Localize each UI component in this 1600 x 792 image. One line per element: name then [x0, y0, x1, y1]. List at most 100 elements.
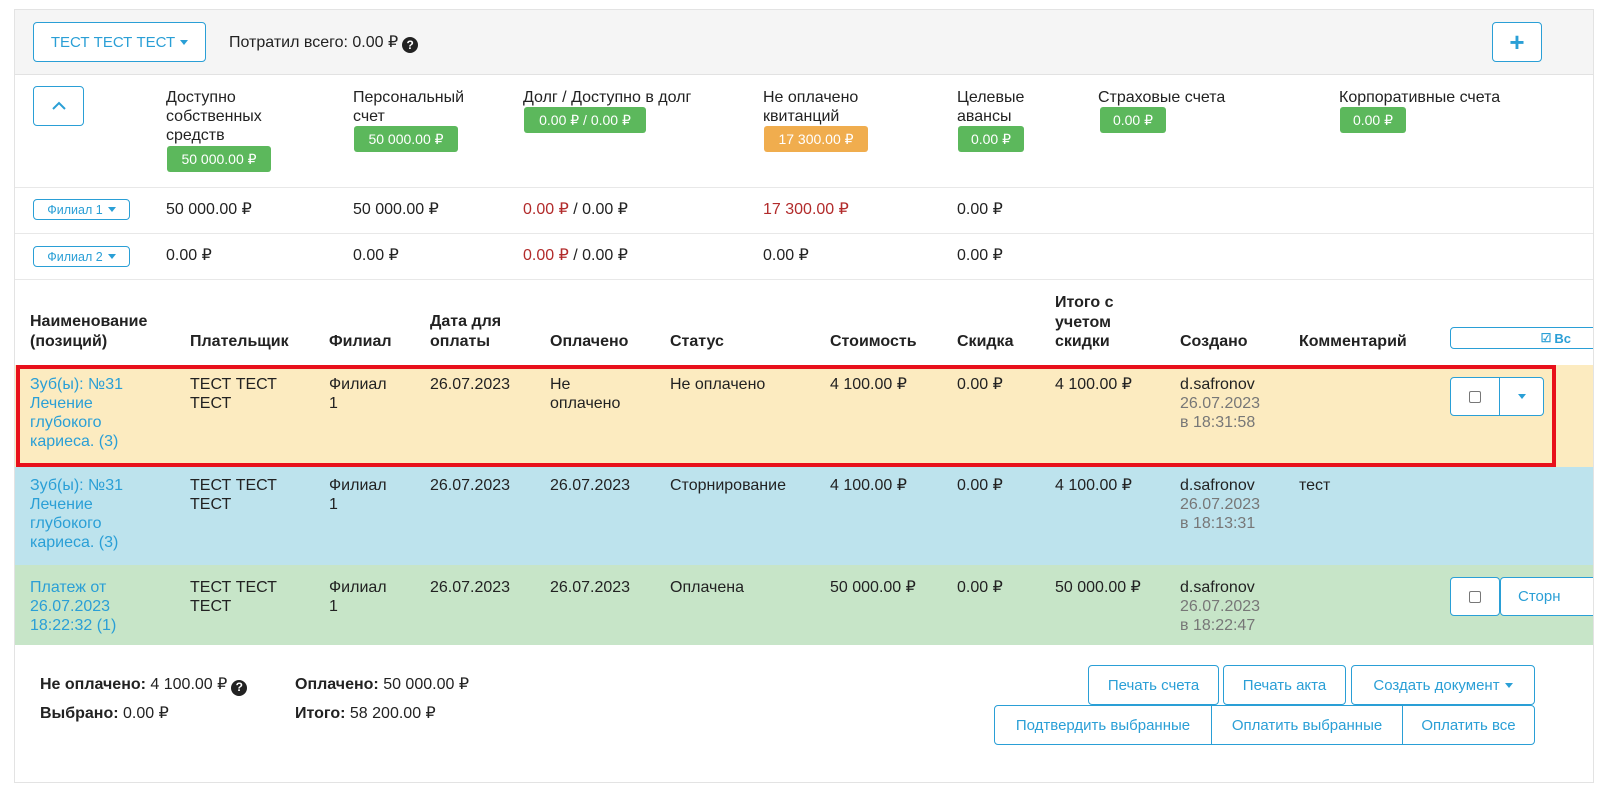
- col-payer-header: Плательщик: [190, 333, 289, 350]
- footer-paid: Оплачено: 50 000.00 ₽: [295, 676, 469, 693]
- debt-value: 0.00 ₽: [523, 247, 569, 264]
- col-paid-header: Оплачено: [550, 333, 629, 350]
- branch-cell: Филиал 1: [329, 376, 387, 412]
- branch1-unpaid: 17 300.00 ₽: [763, 201, 849, 218]
- branch2-advances: 0.00 ₽: [957, 247, 1003, 264]
- col-branch-header: Филиал: [329, 333, 392, 350]
- row-actions-dropdown[interactable]: [1499, 377, 1544, 416]
- summary-label-personal: Персональный счет: [353, 89, 465, 125]
- discount-cell: 0.00 ₽: [957, 477, 1003, 494]
- pay-selected-button[interactable]: Оплатить выбранные: [1211, 705, 1403, 745]
- cost-cell: 4 100.00 ₽: [830, 376, 907, 393]
- cost-cell: 4 100.00 ₽: [830, 477, 907, 494]
- paid-cell: Не оплачено: [550, 376, 621, 412]
- cost-cell: 50 000.00 ₽: [830, 579, 916, 596]
- col-discount-header: Скидка: [957, 333, 1014, 350]
- divider: [15, 187, 1593, 188]
- summary-label-advances: Целевые авансы: [957, 89, 1025, 125]
- patient-name: ТЕСТ ТЕСТ ТЕСТ: [50, 33, 176, 51]
- help-icon[interactable]: ?: [402, 37, 419, 53]
- status-cell: Сторнирование: [670, 477, 786, 494]
- confirm-selected-button[interactable]: Подтвердить выбранные: [994, 705, 1212, 745]
- summary-label-debt: Долг / Доступно в долг: [523, 89, 692, 106]
- divider: [15, 233, 1593, 234]
- payer-cell: ТЕСТ ТЕСТ ТЕСТ: [190, 376, 277, 412]
- branch2-debt: 0.00 ₽ / 0.00 ₽: [523, 246, 628, 265]
- chevron-down-icon: [1504, 682, 1513, 688]
- footer-selected: Выбрано: 0.00 ₽: [40, 705, 169, 722]
- debt-separator: /: [568, 247, 583, 264]
- top-bar: ТЕСТ ТЕСТ ТЕСТ Потратил всего: 0.00 ₽? +: [15, 10, 1593, 75]
- branch-cell: Филиал 1: [329, 579, 387, 615]
- spent-value: 0.00 ₽: [352, 34, 399, 51]
- branch-dropdown-2[interactable]: Филиал 2: [33, 246, 130, 267]
- created-cell: d.safronov 26.07.2023 в 18:13:31: [1180, 477, 1261, 532]
- paid-cell: 26.07.2023: [550, 579, 631, 596]
- status-cell: Оплачена: [670, 579, 744, 596]
- col-created-header: Создано: [1180, 333, 1248, 350]
- table-row[interactable]: Зуб(ы): №31 Лечение глубокого кариеса. (3) …: [15, 365, 1593, 467]
- payer-cell: ТЕСТ ТЕСТ ТЕСТ: [190, 579, 277, 615]
- summary-label-own: Доступно собственных средств: [166, 89, 262, 144]
- total-spent: Потратил всего: 0.00 ₽?: [229, 32, 419, 53]
- item-name-link[interactable]: Зуб(ы): №31 Лечение глубокого кариеса. (3): [30, 376, 124, 450]
- print-invoice-button[interactable]: Печать счета: [1088, 665, 1219, 705]
- col-due-header: Дата для оплаты: [430, 313, 502, 350]
- branch2-personal: 0.00 ₽: [353, 247, 399, 264]
- col-cost-header: Стоимость: [830, 333, 917, 350]
- table-row[interactable]: Зуб(ы): №31 Лечение глубокого кариеса. (3) …: [15, 467, 1593, 565]
- summary-badge-own: 50 000.00 ₽: [167, 146, 271, 172]
- branch-name: Филиал 2: [47, 249, 103, 264]
- chevron-up-icon: [51, 101, 66, 110]
- select-all-button[interactable]: ☑ Вс: [1450, 327, 1593, 349]
- summary-badge-corporate: 0.00 ₽: [1340, 107, 1406, 133]
- total-cell: 4 100.00 ₽: [1055, 477, 1132, 494]
- footer-total: Итого: 58 200.00 ₽: [295, 705, 436, 722]
- due-date-cell: 26.07.2023: [430, 477, 511, 494]
- debt-available: 0.00 ₽: [582, 201, 628, 218]
- pay-all-button[interactable]: Оплатить все: [1402, 705, 1535, 745]
- chevron-down-icon: [107, 254, 116, 259]
- spent-label: Потратил всего:: [229, 34, 348, 51]
- row-highlight-frame: [16, 365, 1556, 467]
- divider: [15, 279, 1593, 280]
- add-button[interactable]: +: [1492, 22, 1542, 62]
- branch2-own: 0.00 ₽: [166, 247, 212, 264]
- discount-cell: 0.00 ₽: [957, 376, 1003, 393]
- due-date-cell: 26.07.2023: [430, 579, 511, 596]
- plus-icon: +: [1509, 26, 1525, 57]
- print-act-button[interactable]: Печать акта: [1223, 665, 1346, 705]
- storno-button[interactable]: Сторн: [1500, 577, 1593, 616]
- branch2-unpaid: 0.00 ₽: [763, 247, 809, 264]
- collapse-button[interactable]: [33, 86, 84, 126]
- branch-name: Филиал 1: [47, 202, 103, 217]
- debt-available: 0.00 ₽: [582, 247, 628, 264]
- branch-cell: Филиал 1: [329, 477, 387, 513]
- row-select-checkbox[interactable]: [1450, 577, 1500, 616]
- item-name-link[interactable]: Платеж от 26.07.2023 18:22:32 (1): [30, 579, 117, 634]
- branch-dropdown-1[interactable]: Филиал 1: [33, 199, 130, 220]
- branch1-own: 50 000.00 ₽: [166, 201, 252, 218]
- due-date-cell: 26.07.2023: [430, 376, 511, 393]
- help-icon[interactable]: ?: [231, 679, 248, 696]
- table-row[interactable]: Платеж от 26.07.2023 18:22:32 (1) ТЕСТ ТЕС…: [15, 565, 1593, 645]
- col-total-header: Итого с учетом скидки: [1055, 294, 1114, 350]
- create-document-dropdown[interactable]: Создать документ: [1351, 665, 1535, 705]
- comment-cell: тест: [1299, 477, 1331, 494]
- patient-dropdown[interactable]: ТЕСТ ТЕСТ ТЕСТ: [33, 22, 206, 62]
- branch1-personal: 50 000.00 ₽: [353, 201, 439, 218]
- paid-cell: 26.07.2023: [550, 477, 631, 494]
- checkbox-icon: [1469, 390, 1481, 403]
- summary-badge-advances: 0.00 ₽: [958, 126, 1024, 152]
- col-status-header: Статус: [670, 333, 724, 350]
- summary-label-unpaid: Не оплачено квитанций: [763, 89, 859, 125]
- summary-label-insurance: Страховые счета: [1098, 89, 1226, 106]
- payer-cell: ТЕСТ ТЕСТ ТЕСТ: [190, 477, 277, 513]
- debt-value: 0.00 ₽: [523, 201, 569, 218]
- summary-badge-unpaid: 17 300.00 ₽: [764, 126, 868, 152]
- debt-separator: /: [568, 201, 583, 218]
- total-cell: 4 100.00 ₽: [1055, 376, 1132, 393]
- summary-badge-insurance: 0.00 ₽: [1100, 107, 1166, 133]
- checkbox-icon: [1469, 590, 1481, 603]
- item-name-link[interactable]: Зуб(ы): №31 Лечение глубокого кариеса. (3): [30, 477, 124, 551]
